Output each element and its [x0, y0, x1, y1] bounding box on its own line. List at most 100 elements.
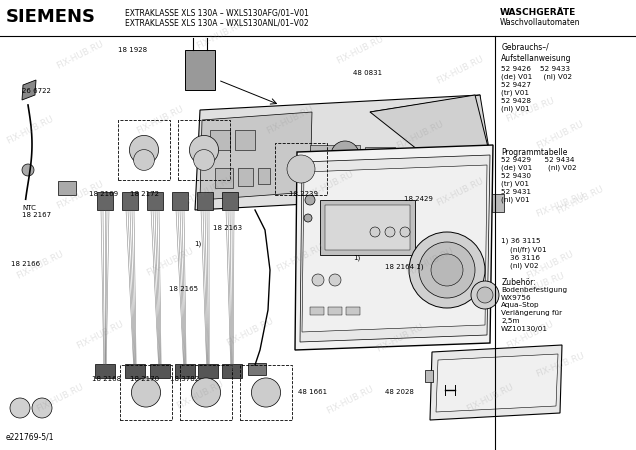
Text: FIX-HUB.RU: FIX-HUB.RU [265, 104, 315, 136]
Text: Zubehör:: Zubehör: [501, 278, 536, 287]
Text: FIX-HUB.RU: FIX-HUB.RU [395, 119, 445, 151]
Circle shape [191, 378, 221, 407]
Circle shape [312, 274, 324, 286]
Text: FIX-HUB.RU: FIX-HUB.RU [534, 191, 586, 219]
Bar [95, 364, 115, 378]
Text: 18 2239: 18 2239 [289, 191, 319, 197]
Bar [175, 364, 195, 378]
Text: 26 6722: 26 6722 [22, 88, 51, 94]
Text: 18 2169: 18 2169 [89, 191, 118, 197]
Polygon shape [22, 80, 36, 100]
Text: SIEMENS: SIEMENS [6, 8, 96, 26]
Bar [122, 192, 138, 210]
Text: FIX-HUB.RU: FIX-HUB.RU [325, 384, 375, 416]
Text: 48 0831: 48 0831 [353, 70, 382, 76]
Text: FIX-HUB.RU: FIX-HUB.RU [504, 96, 556, 124]
Text: 1): 1) [194, 241, 201, 247]
Text: 18 3782: 18 3782 [170, 376, 200, 382]
Text: FIX-HUB.RU: FIX-HUB.RU [55, 179, 105, 211]
Polygon shape [200, 112, 312, 200]
Circle shape [419, 242, 475, 298]
Text: FIX-HUB.RU: FIX-HUB.RU [555, 184, 605, 216]
Circle shape [431, 254, 463, 286]
Circle shape [22, 164, 34, 176]
Text: 18 1928: 18 1928 [118, 47, 147, 53]
Text: FIX-HUB.RU: FIX-HUB.RU [465, 382, 515, 414]
Polygon shape [295, 145, 493, 350]
Text: 18 2170: 18 2170 [130, 376, 160, 382]
Text: FIX-HUB.RU: FIX-HUB.RU [55, 39, 105, 71]
Text: FIX-HUB.RU: FIX-HUB.RU [305, 169, 355, 201]
Bar [400, 170, 425, 185]
Bar [238, 168, 253, 186]
Bar [425, 170, 445, 185]
Text: WASCHGERÄTE: WASCHGERÄTE [500, 8, 576, 17]
Circle shape [400, 227, 410, 237]
Text: Gebrauchs–/
Aufstellanweisung: Gebrauchs–/ Aufstellanweisung [501, 42, 572, 63]
Circle shape [134, 149, 155, 171]
Bar [97, 192, 113, 210]
Circle shape [409, 232, 485, 308]
Bar [125, 364, 145, 378]
Polygon shape [300, 155, 490, 342]
Text: FIX-HUB.RU: FIX-HUB.RU [535, 119, 585, 151]
Text: Programmtabelle: Programmtabelle [501, 148, 567, 157]
Bar [445, 170, 463, 185]
Circle shape [329, 274, 341, 286]
Text: FIX-HUB.RU: FIX-HUB.RU [225, 316, 275, 348]
Bar [222, 364, 242, 378]
Bar [346, 307, 360, 315]
Circle shape [287, 155, 315, 183]
Text: e221769-5/1: e221769-5/1 [6, 433, 55, 442]
Text: 1) 36 3115
    (nl/fr) V01
    36 3116
    (nl) V02: 1) 36 3115 (nl/fr) V01 36 3116 (nl) V02 [501, 238, 547, 269]
Bar [248, 363, 266, 375]
Bar [492, 194, 504, 212]
Circle shape [304, 214, 312, 222]
Circle shape [130, 135, 158, 165]
Bar [210, 130, 230, 150]
Text: FIX-HUB.RU: FIX-HUB.RU [405, 246, 455, 278]
Polygon shape [430, 345, 562, 420]
Bar [325, 205, 410, 250]
Bar [310, 307, 324, 315]
Circle shape [477, 287, 493, 303]
Text: FIX-HUB.RU: FIX-HUB.RU [135, 104, 185, 136]
Circle shape [10, 398, 30, 418]
Bar [258, 168, 270, 184]
Text: 52 9429      52 9434
(de) V01       (nl) V02
52 9430
(tr) V01
52 9431
(nl) V01: 52 9429 52 9434 (de) V01 (nl) V02 52 943… [501, 157, 577, 203]
Text: FIX-HUB.RU: FIX-HUB.RU [375, 322, 425, 354]
Text: Bodenbefestigung
WX9756
Aqua–Stop
Verlängerung für
2,5m
WZ10130/01: Bodenbefestigung WX9756 Aqua–Stop Verlän… [501, 287, 567, 332]
Text: 18 2172: 18 2172 [130, 191, 160, 197]
Text: 18 2163: 18 2163 [213, 225, 242, 231]
Bar [172, 192, 188, 210]
Text: 1): 1) [353, 254, 360, 261]
Circle shape [251, 378, 280, 407]
Circle shape [305, 195, 315, 205]
Text: 48 1661: 48 1661 [298, 389, 327, 395]
Circle shape [32, 398, 52, 418]
Bar [180, 365, 232, 420]
Text: 18 2168: 18 2168 [92, 376, 121, 382]
Text: FIX-HUB.RU: FIX-HUB.RU [275, 242, 325, 274]
Text: FIX-HUB.RU: FIX-HUB.RU [534, 351, 586, 379]
Text: FIX-HUB.RU: FIX-HUB.RU [195, 19, 245, 51]
Bar [197, 192, 213, 210]
Polygon shape [370, 95, 490, 196]
Bar [215, 168, 233, 188]
Text: FIX-HUB.RU: FIX-HUB.RU [435, 54, 485, 86]
Polygon shape [370, 95, 490, 155]
Circle shape [471, 281, 499, 309]
Polygon shape [436, 354, 558, 412]
Bar [310, 145, 360, 185]
Bar [275, 143, 327, 195]
Circle shape [331, 141, 359, 169]
Text: FIX-HUB.RU: FIX-HUB.RU [525, 249, 575, 281]
Text: FIX-HUB.RU: FIX-HUB.RU [5, 114, 55, 146]
Circle shape [370, 227, 380, 237]
Bar [58, 181, 76, 195]
Circle shape [190, 135, 219, 165]
Text: FIX-HUB.RU: FIX-HUB.RU [435, 176, 485, 208]
Circle shape [132, 378, 160, 407]
Bar [198, 364, 218, 378]
Bar [147, 192, 163, 210]
